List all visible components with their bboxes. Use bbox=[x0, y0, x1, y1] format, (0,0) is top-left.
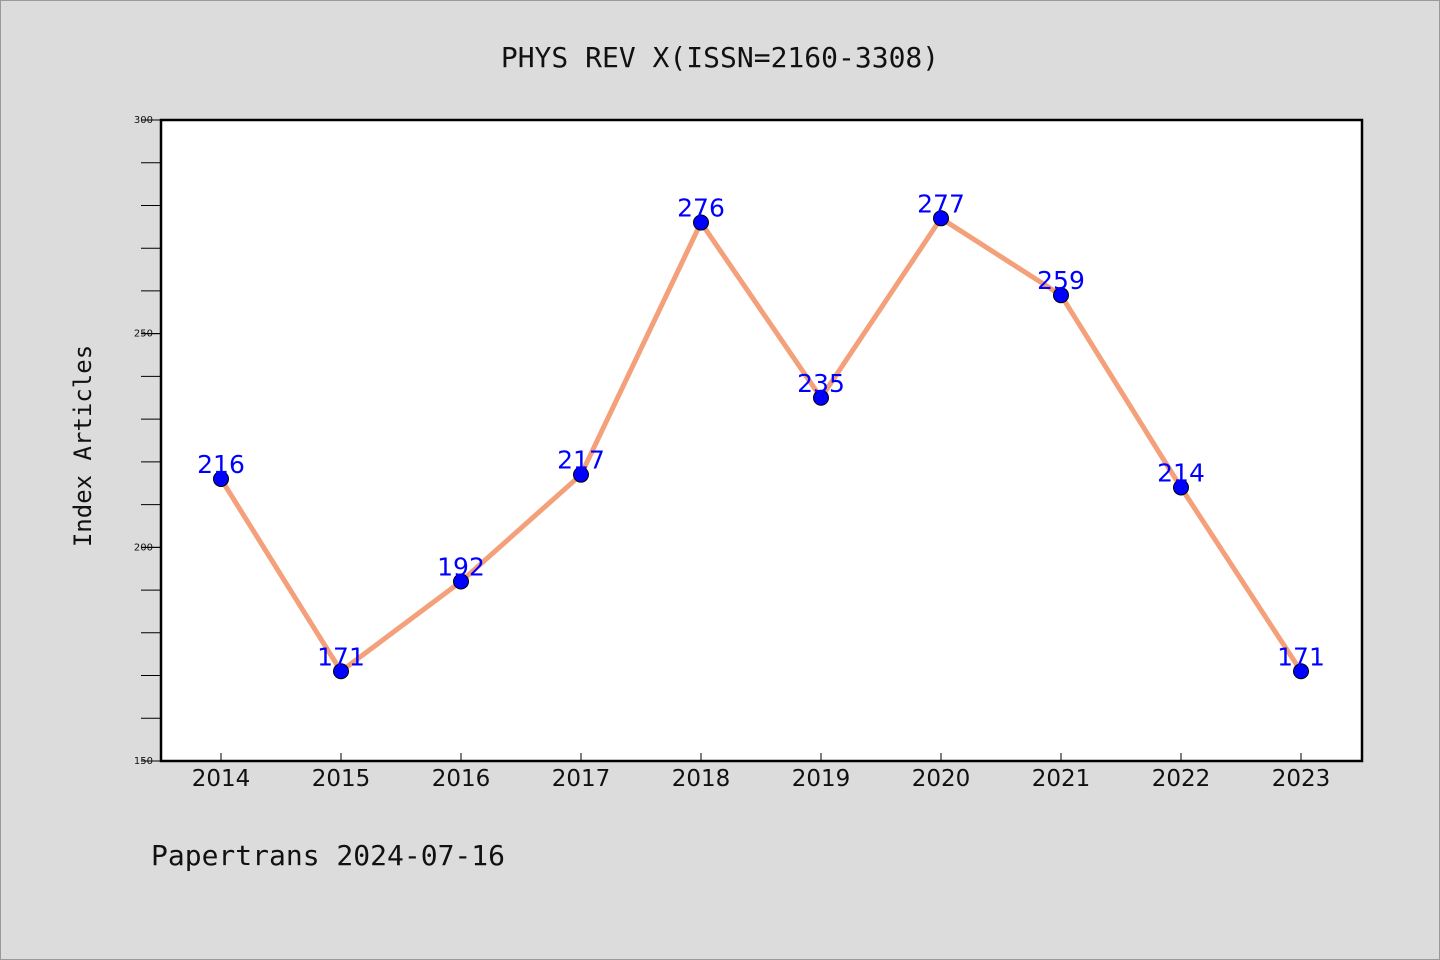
y-tick-label: 300 bbox=[134, 115, 153, 126]
data-point bbox=[333, 663, 349, 680]
x-tick-label: 2017 bbox=[552, 766, 611, 792]
data-label: 259 bbox=[1037, 266, 1085, 295]
data-point bbox=[1053, 287, 1069, 304]
data-point bbox=[693, 214, 709, 231]
footer-date-label: Papertrans 2024-07-16 bbox=[151, 839, 505, 872]
x-tick-label: 2023 bbox=[1272, 766, 1331, 792]
data-label: 217 bbox=[557, 446, 605, 475]
series-line bbox=[218, 215, 1304, 674]
x-tick-label: 2016 bbox=[432, 766, 491, 792]
x-axis: 2014 2015 2016 2017 2018 2019 2020 2021 2022 2023 bbox=[192, 753, 1331, 792]
data-label: 192 bbox=[437, 553, 485, 582]
data-label: 235 bbox=[797, 369, 845, 398]
x-tick-label: 2018 bbox=[672, 766, 731, 792]
data-label: 171 bbox=[1277, 642, 1325, 671]
data-point bbox=[813, 389, 829, 406]
x-tick-label: 2020 bbox=[912, 766, 971, 792]
y-axis: 150 200 250 300 bbox=[134, 115, 161, 767]
x-tick-label: 2021 bbox=[1032, 766, 1091, 792]
data-label: 276 bbox=[677, 194, 725, 223]
data-point bbox=[453, 573, 469, 590]
x-tick-label: 2022 bbox=[1152, 766, 1211, 792]
data-label: 277 bbox=[917, 189, 965, 218]
y-tick-label: 250 bbox=[134, 329, 153, 340]
y-tick-label: 200 bbox=[134, 542, 153, 553]
data-point bbox=[1293, 663, 1309, 680]
data-point bbox=[213, 470, 229, 487]
chart-title: PHYS REV X(ISSN=2160-3308) bbox=[501, 41, 939, 74]
x-tick-label: 2014 bbox=[192, 766, 251, 792]
data-label: 171 bbox=[317, 642, 365, 671]
data-point bbox=[933, 210, 949, 227]
x-tick-label: 2019 bbox=[792, 766, 851, 792]
data-label: 214 bbox=[1157, 459, 1205, 488]
data-point bbox=[573, 466, 589, 483]
y-tick-label: 150 bbox=[134, 756, 153, 767]
data-label: 216 bbox=[197, 450, 245, 479]
x-tick-label: 2015 bbox=[312, 766, 371, 792]
data-point bbox=[1173, 479, 1189, 496]
series-articles: 216 171 192 217 276 235 277 259 214 171 bbox=[197, 189, 1325, 680]
y-axis-label: Index Articles bbox=[69, 345, 97, 547]
